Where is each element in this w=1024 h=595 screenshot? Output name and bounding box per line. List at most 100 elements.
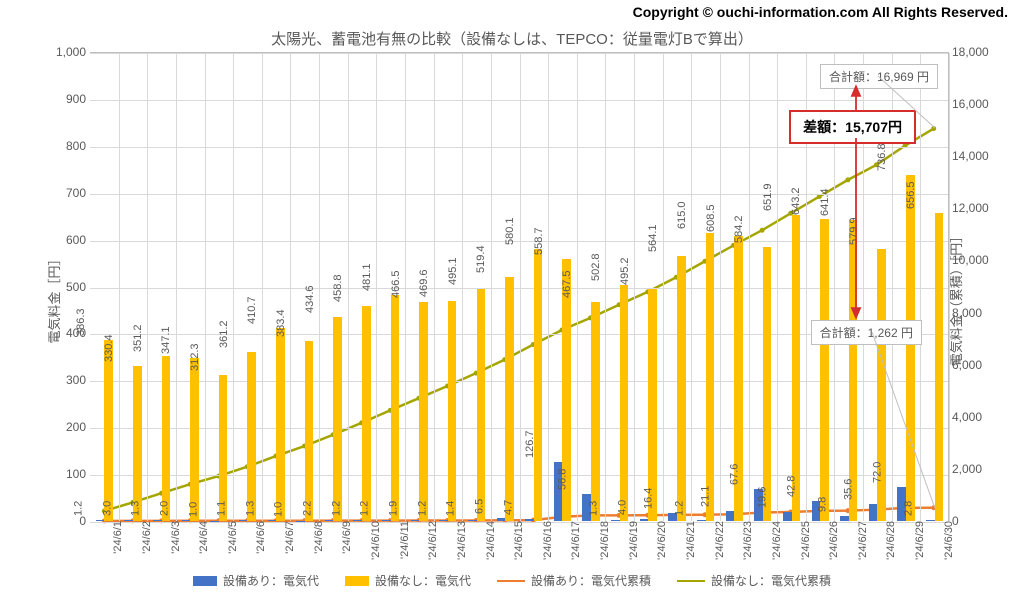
bar-value-label: 2.0 — [158, 501, 170, 520]
bar-without_equip: 351.2 — [162, 356, 171, 521]
bar-without_equip: 502.8 — [620, 285, 629, 521]
bar-value-label: 126.7 — [524, 430, 536, 462]
x-tick: '24/6/26 — [826, 521, 840, 560]
y-left-tick: 1,000 — [46, 45, 86, 59]
bar-without_equip: 481.1 — [391, 295, 400, 521]
x-tick: '24/6/20 — [654, 521, 668, 560]
vgridline — [348, 53, 349, 521]
bar-without_equip: 410.7 — [276, 328, 285, 521]
x-tick: '24/6/8 — [311, 521, 325, 554]
vgridline — [605, 53, 606, 521]
x-tick: '24/6/16 — [540, 521, 554, 560]
chart-legend: 設備あり：電気代設備なし：電気代設備あり：電気代累積設備なし：電気代累積 — [0, 572, 1024, 589]
bar-value-label: 579.9 — [848, 218, 860, 250]
bar-with_equip: 19.6 — [783, 512, 792, 521]
bar-with_equip: 1.3 — [611, 520, 620, 521]
bar-value-label: 736.8 — [877, 144, 889, 176]
bar-value-label: 1.3 — [244, 501, 256, 520]
bar-with_equip: 1.3 — [153, 520, 162, 521]
bar-value-label: 608.5 — [705, 204, 717, 236]
bar-without_equip: 495.1 — [477, 289, 486, 521]
bar-value-label: 16.4 — [642, 488, 654, 513]
legend-item: 設備なし：電気代 — [345, 572, 471, 589]
legend-label: 設備なし：電気代累積 — [711, 572, 831, 589]
bar-without_equip: 564.1 — [677, 256, 686, 521]
x-tick: '24/6/4 — [196, 521, 210, 554]
bar-value-label: 469.6 — [418, 269, 430, 301]
bar-without_equip: 386.3 — [104, 340, 113, 521]
vgridline — [405, 53, 406, 521]
bar-value-label: 643.2 — [791, 188, 803, 220]
y-left-tick: 300 — [46, 373, 86, 387]
bar-with_equip: 1.9 — [411, 520, 420, 521]
x-tick: '24/6/5 — [225, 521, 239, 554]
y-left-tick: 200 — [46, 420, 86, 434]
bar-value-label: 615.0 — [676, 201, 688, 233]
bar-value-label: 35.6 — [842, 479, 854, 504]
legend-swatch — [345, 576, 369, 586]
x-tick: '24/6/6 — [253, 521, 267, 554]
bar-without_equip: 466.5 — [419, 302, 428, 521]
bar-value-label: 580.1 — [504, 217, 516, 249]
bar-value-label: 347.1 — [161, 327, 173, 359]
bar-without_equip: 641.4 — [849, 220, 858, 521]
bar-pair: 1.2469.6 — [439, 301, 456, 521]
bar-value-label: 351.2 — [132, 325, 144, 357]
bar-without_equip: 312.3 — [219, 375, 228, 521]
bar-pair: 16.4564.1 — [668, 256, 685, 521]
line-without-equip-cum-marker — [931, 126, 936, 131]
y-right-tick: 12,000 — [952, 201, 996, 215]
legend-label: 設備あり：電気代累積 — [531, 572, 651, 589]
vgridline — [949, 53, 950, 521]
bar-without_equip: 330.4 — [133, 366, 142, 521]
vgridline — [777, 53, 778, 521]
bar-with_equip: 1.2 — [439, 520, 448, 521]
vgridline — [491, 53, 492, 521]
x-tick: '24/6/1 — [110, 521, 124, 554]
y-left-tick: 0 — [46, 514, 86, 528]
y-right-tick: 6,000 — [952, 358, 996, 372]
vgridline — [663, 53, 664, 521]
bar-without_equip: 383.4 — [305, 341, 314, 521]
vgridline — [548, 53, 549, 521]
legend-item: 設備あり：電気代累積 — [497, 572, 651, 589]
bar-value-label: 558.7 — [533, 227, 545, 259]
bar-pair: 1.0383.4 — [296, 341, 313, 521]
legend-swatch — [677, 580, 705, 582]
bar-pair: 2.2434.6 — [325, 317, 342, 521]
bar-with_equip: 1.1 — [239, 520, 248, 521]
bar-pair: 1.3351.2 — [153, 356, 170, 521]
x-tick: '24/6/24 — [769, 521, 783, 560]
bar-pair: 6.5519.4 — [497, 277, 514, 521]
legend-swatch — [497, 580, 525, 582]
bar-value-label: 312.3 — [189, 343, 201, 375]
bar-value-label: 495.1 — [447, 257, 459, 289]
bar-pair: 3.0330.4 — [124, 366, 141, 521]
bar-value-label: 1.3 — [130, 501, 142, 520]
bar-with_equip: 35.6 — [869, 504, 878, 521]
bar-value-label: 458.8 — [333, 274, 345, 306]
bar-pair: 1.2615.0 — [697, 233, 714, 521]
vgridline — [920, 53, 921, 521]
bar-with_equip: 4.7 — [525, 519, 534, 521]
bar-pair: 1.4495.1 — [468, 289, 485, 521]
bar-without_equip: 458.8 — [362, 306, 371, 521]
y-right-tick: 10,000 — [952, 253, 996, 267]
y-left-tick: 800 — [46, 139, 86, 153]
y-left-tick: 400 — [46, 326, 86, 340]
vgridline — [319, 53, 320, 521]
bar-with_equip: 1.2 — [96, 520, 105, 521]
x-tick: '24/6/21 — [683, 521, 697, 560]
bar-with_equip: 1.2 — [382, 520, 391, 521]
y-right-tick: 8,000 — [952, 306, 996, 320]
bar-value-label: 1.2 — [330, 501, 342, 520]
y-left-tick: 600 — [46, 233, 86, 247]
bar-pair: 4.7580.1 — [525, 249, 542, 521]
bar-without_equip: 519.4 — [505, 277, 514, 521]
bar-without_equip: 584.2 — [763, 247, 772, 521]
bar-value-label: 1.2 — [416, 501, 428, 520]
vgridline — [691, 53, 692, 521]
x-tick: '24/6/22 — [712, 521, 726, 560]
bar-value-label: 330.4 — [103, 335, 115, 367]
y-right-tick: 2,000 — [952, 462, 996, 476]
